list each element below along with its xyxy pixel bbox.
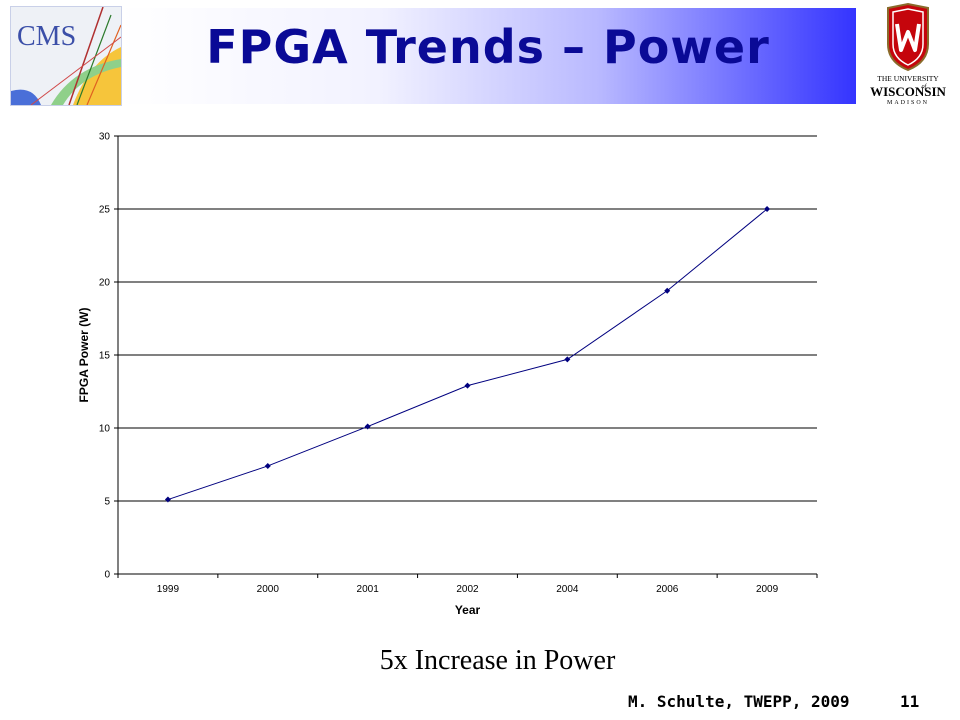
x-tick-label: 2000 (257, 584, 280, 595)
title-band (120, 8, 856, 104)
x-axis-title: Year (455, 603, 481, 617)
series-line (167, 208, 768, 501)
y-tick-label: 20 (99, 278, 111, 289)
cms-logo-text: CMS (17, 21, 76, 52)
power-line-chart: 0 5 10 15 20 25 30 1999 2000 2001 2002 2004 2006 200… (60, 120, 820, 630)
y-tick-label: 0 (104, 570, 110, 581)
x-tick-label: 2009 (756, 584, 779, 595)
data-point-2001 (364, 423, 371, 430)
data-point-2009 (764, 206, 771, 212)
uw-text-of: of (922, 83, 928, 90)
data-point-2002 (464, 382, 471, 389)
x-tick-label: 2004 (556, 584, 579, 595)
y-tick-label: 15 (99, 351, 111, 362)
cms-logo-icon: CMS (10, 6, 122, 106)
data-point-2006 (664, 287, 671, 294)
y-axis-title: FPGA Power (W) (77, 308, 91, 403)
uw-text-top: THE UNIVERSITY (877, 74, 939, 83)
uw-text-bottom: MADISON (887, 100, 929, 106)
chart-axes (114, 135, 818, 578)
y-tick-label: 25 (99, 205, 111, 216)
y-tick-label: 10 (99, 424, 111, 435)
y-tick-label: 5 (104, 497, 110, 508)
x-tick-label: 1999 (157, 584, 180, 595)
page-number: 11 (900, 692, 920, 711)
data-point-2000 (264, 462, 271, 469)
university-of-wisconsin-crest-icon: THE UNIVERSITY of WISCONSIN MADISON (856, 2, 960, 106)
chart-gridlines (118, 135, 817, 502)
y-tick-label: 30 (99, 132, 111, 143)
data-point-1999 (164, 496, 171, 503)
slide-title: FPGA Trends – Power (206, 20, 770, 74)
uw-text-main: WISCONSIN (870, 84, 946, 99)
data-point-2004 (564, 356, 571, 363)
x-tick-label: 2002 (456, 584, 479, 595)
x-tick-label: 2001 (357, 584, 380, 595)
x-tick-labels: 1999 2000 2001 2002 2004 2006 2009 (157, 584, 779, 595)
y-tick-labels: 0 5 10 15 20 25 30 (99, 132, 111, 581)
chart-series (164, 206, 771, 503)
chart-caption: 5x Increase in Power (379, 645, 616, 676)
x-tick-label: 2006 (656, 584, 679, 595)
footer-author: M. Schulte, TWEPP, 2009 (628, 692, 850, 711)
